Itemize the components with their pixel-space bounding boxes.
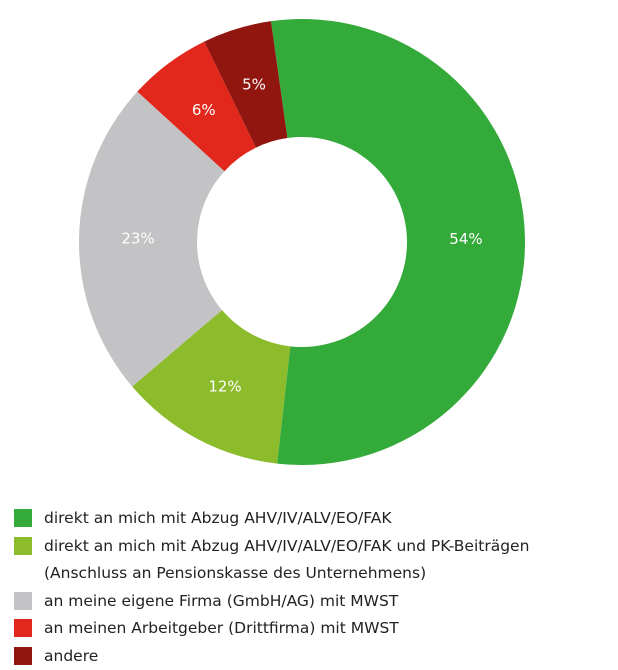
legend-label: an meinen Arbeitgeber (Drittfirma) mit M…: [44, 615, 399, 643]
legend-swatch: [14, 647, 32, 665]
legend-item: andere: [14, 643, 614, 670]
legend-item: an meine eigene Firma (GmbH/AG) mit MWST: [14, 588, 614, 616]
data-label: 6%: [192, 101, 216, 119]
legend-label: direkt an mich mit Abzug AHV/IV/ALV/EO/F…: [44, 505, 392, 533]
legend-swatch: [14, 509, 32, 527]
legend-item: direkt an mich mit Abzug AHV/IV/ALV/EO/F…: [14, 505, 614, 533]
donut-slice: [271, 19, 525, 465]
legend-label: andere: [44, 643, 98, 670]
legend-item: direkt an mich mit Abzug AHV/IV/ALV/EO/F…: [14, 533, 614, 588]
data-label: 54%: [449, 230, 482, 248]
legend: direkt an mich mit Abzug AHV/IV/ALV/EO/F…: [14, 505, 614, 670]
legend-label: an meine eigene Firma (GmbH/AG) mit MWST: [44, 588, 398, 616]
legend-swatch: [14, 537, 32, 555]
legend-swatch: [14, 592, 32, 610]
data-label: 23%: [121, 230, 154, 248]
data-label: 12%: [208, 377, 241, 395]
data-label: 5%: [242, 76, 266, 94]
chart: 54% 12% 23% 6% 5%: [0, 0, 618, 490]
legend-item: an meinen Arbeitgeber (Drittfirma) mit M…: [14, 615, 614, 643]
legend-label: direkt an mich mit Abzug AHV/IV/ALV/EO/F…: [44, 533, 610, 588]
legend-swatch: [14, 619, 32, 637]
